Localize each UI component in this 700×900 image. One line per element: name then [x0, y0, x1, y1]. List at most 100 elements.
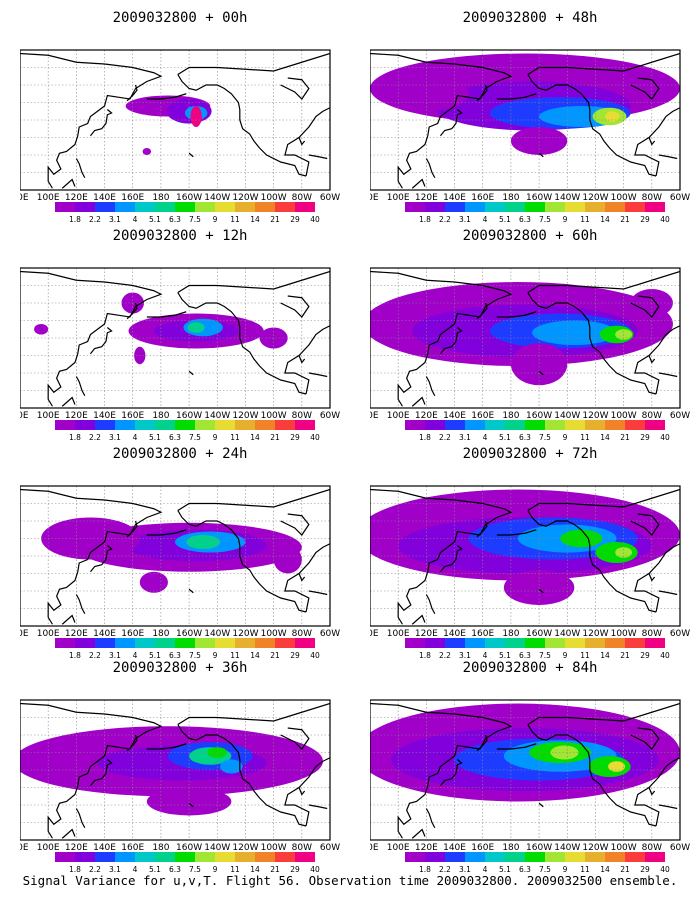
lon-tick-label: 140E: [443, 193, 466, 203]
lon-tick-label: 140W: [204, 411, 230, 421]
coastline: [298, 355, 306, 364]
coastline: [538, 802, 544, 808]
map-frame: [370, 485, 681, 627]
colorbar-label: 2.2: [439, 865, 451, 874]
coastline: [634, 757, 680, 827]
colorbar-swatch: [605, 852, 625, 862]
coastline: [370, 702, 513, 839]
colorbar-swatch: [255, 202, 275, 212]
colorbar-swatch: [55, 638, 75, 648]
panel-48h: 2009032800 + 48h 80E100E120E140E160E1801…: [370, 10, 690, 224]
lon-tick-label: 80E: [370, 629, 379, 639]
coastlines: [20, 702, 330, 839]
colorbar-graphic: 1.8 2.2 3.1 4 5.1 6.3 7.5 9 11 14 21 29 40: [55, 852, 320, 874]
colorbar-swatch: [625, 638, 645, 648]
colorbar-graphic: 1.8 2.2 3.1 4 5.1 6.3 7.5 9 11 14 21 29 40: [405, 420, 670, 442]
colorbar-label: 7.5: [539, 651, 551, 660]
panel-title: 2009032800 + 48h: [462, 10, 598, 26]
lon-tick-label: 160E: [471, 843, 494, 853]
panel-36h: 2009032800 + 36h 80E100E120E140E160E1801…: [20, 660, 340, 874]
coastline: [308, 372, 328, 378]
coastline: [425, 158, 436, 179]
lon-tick-label: 120E: [415, 193, 438, 203]
colorbar-swatch: [465, 202, 485, 212]
colorbar-swatch: [425, 420, 445, 430]
lon-tick-label: 160W: [526, 629, 552, 639]
coastline: [298, 137, 306, 146]
coastline: [658, 804, 678, 810]
colorbar-label: 1.8: [69, 215, 81, 224]
lon-tick-label: 160E: [471, 411, 494, 421]
variance-contour: [273, 545, 302, 574]
gridlines: [370, 486, 680, 626]
colorbar-swatch: [235, 638, 255, 648]
variance-contour: [605, 111, 620, 122]
lon-tick-label: 100E: [37, 843, 60, 853]
colorbar-label: 2.2: [439, 215, 451, 224]
lon-tick-label: 100W: [261, 411, 287, 421]
colorbar-swatch: [195, 202, 215, 212]
colorbar-swatch: [625, 202, 645, 212]
colorbar-label: 4: [133, 215, 138, 224]
colorbar-label: 6.3: [519, 865, 531, 874]
colorbar-label: 4: [483, 215, 488, 224]
colorbar-swatch: [155, 202, 175, 212]
lon-tick-label: 140E: [93, 843, 116, 853]
coastline: [411, 614, 426, 625]
colorbar-label: 3.1: [109, 215, 121, 224]
colorbar-label: 7.5: [539, 865, 551, 874]
lon-tick-label: 140W: [554, 193, 580, 203]
colorbar-swatch: [175, 638, 195, 648]
colorbar-swatch: [545, 638, 565, 648]
coastline: [126, 520, 138, 538]
coastline: [634, 543, 680, 613]
coastline: [634, 325, 680, 395]
lon-tick-label: 120E: [415, 629, 438, 639]
colorbar-label: 14: [600, 865, 610, 874]
colorbar: 1.8 2.2 3.1 4 5.1 6.3 7.5 9 11 14 21 29 40: [370, 852, 690, 874]
colorbar-swatch: [445, 638, 465, 648]
colorbar-swatch: [95, 202, 115, 212]
colorbar-swatch: [525, 420, 545, 430]
coastline: [298, 787, 306, 796]
lon-tick-label: 160W: [526, 411, 552, 421]
lon-tick-label: 180: [152, 411, 169, 421]
lon-tick-label: 140W: [554, 411, 580, 421]
colorbar-swatch: [55, 420, 75, 430]
coastline: [496, 311, 537, 318]
panel-title: 2009032800 + 24h: [112, 446, 248, 462]
colorbar-label: 11: [580, 433, 590, 442]
lon-tick-label: 160W: [176, 629, 202, 639]
colorbar-swatch: [55, 202, 75, 212]
colorbar-label: 9: [563, 433, 568, 442]
colorbar-swatch: [135, 852, 155, 862]
lon-tick-label: 60W: [670, 843, 690, 853]
coastline: [476, 520, 488, 538]
lon-tick-label: 160W: [526, 193, 552, 203]
lon-tick-label: 140E: [93, 629, 116, 639]
map-frame: [370, 267, 681, 409]
map-frame: [20, 699, 331, 841]
coastline: [89, 109, 113, 137]
colorbar-label: 9: [213, 865, 218, 874]
coastline: [527, 292, 657, 395]
variance-contour: [187, 322, 205, 333]
lon-tick-label: 140W: [204, 193, 230, 203]
lon-tick-label: 140W: [554, 843, 580, 853]
colorbar-swatch: [275, 852, 295, 862]
lon-tick-label: 60W: [320, 843, 340, 853]
lon-tick-label: 140W: [204, 843, 230, 853]
colorbar-label: 9: [563, 651, 568, 660]
colorbar-swatch: [235, 420, 255, 430]
colorbar-label: 11: [580, 865, 590, 874]
coastline: [527, 702, 680, 726]
colorbar-swatch: [645, 852, 665, 862]
coastline: [177, 510, 307, 613]
panel-title: 2009032800 + 84h: [462, 660, 598, 676]
map-frame: [370, 49, 681, 191]
lon-tick-label: 120W: [582, 843, 608, 853]
